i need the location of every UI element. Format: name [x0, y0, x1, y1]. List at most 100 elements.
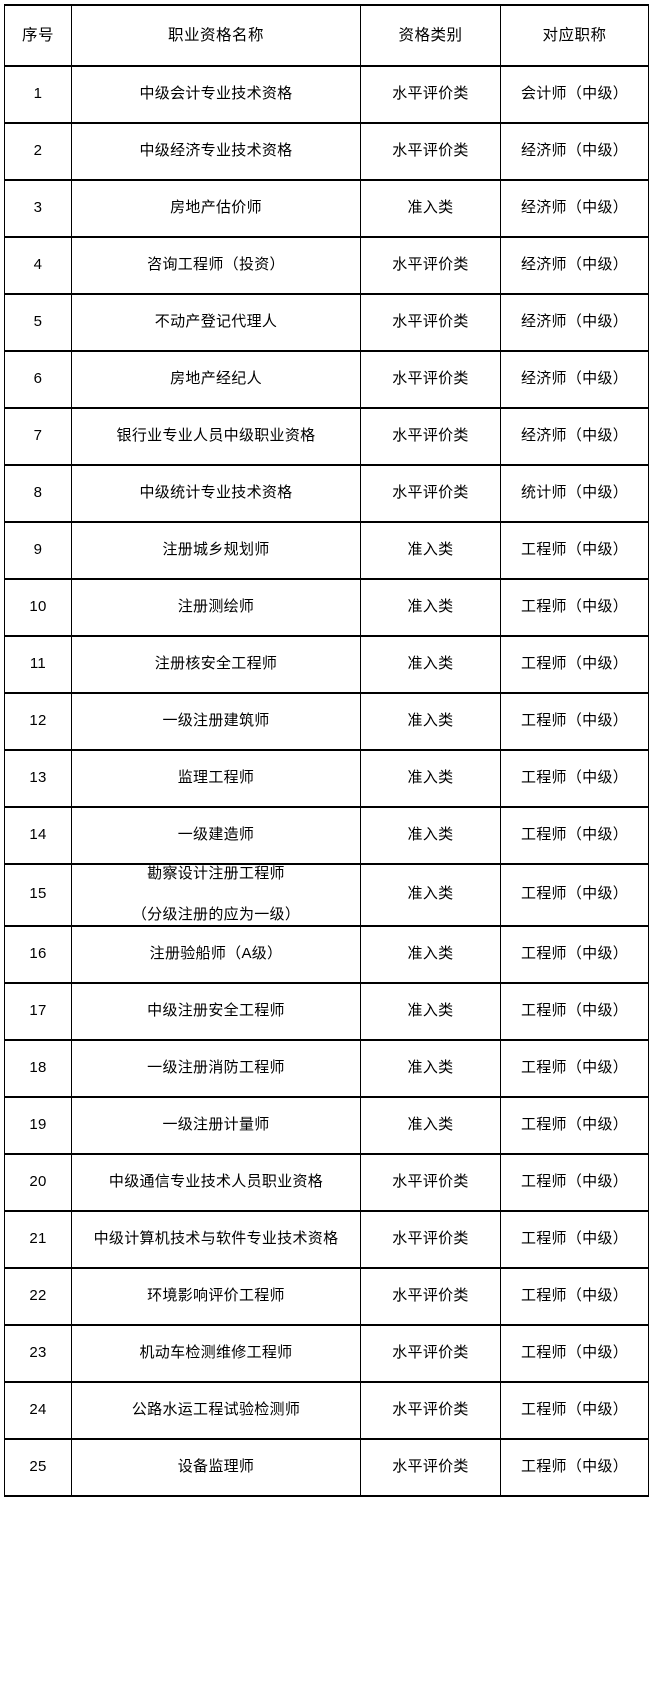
column-header-title: 对应职称 [500, 4, 649, 67]
cell-qualification-category: 准入类 [360, 521, 501, 580]
table-row: 1 中级会计专业技术资格 水平评价类 会计师（中级） [4, 65, 649, 124]
cell-qualification-category: 水平评价类 [360, 1209, 501, 1269]
cell-corresponding-title: 工程师（中级） [500, 521, 649, 580]
table-row: 15 勘察设计注册工程师 （分级注册的应为一级） 准入类 工程师（中级） [4, 863, 649, 927]
qualification-name-line-1: 勘察设计注册工程师 [147, 865, 285, 882]
cell-corresponding-title: 工程师（中级） [500, 1095, 649, 1155]
cell-qualification-name: 一级建造师 [71, 806, 361, 865]
cell-sequence-number: 4 [4, 236, 72, 295]
cell-qualification-name: 注册测绘师 [71, 578, 361, 637]
cell-sequence-number: 6 [4, 350, 72, 409]
cell-qualification-category: 水平评价类 [360, 65, 501, 124]
cell-corresponding-title: 工程师（中级） [500, 1266, 649, 1326]
cell-sequence-number: 17 [4, 981, 72, 1041]
cell-sequence-number: 22 [4, 1266, 72, 1326]
cell-corresponding-title: 工程师（中级） [500, 924, 649, 984]
table-row: 25 设备监理师 水平评价类 工程师（中级） [4, 1437, 649, 1497]
cell-corresponding-title: 工程师（中级） [500, 806, 649, 865]
cell-qualification-name: 中级会计专业技术资格 [71, 65, 361, 124]
cell-corresponding-title: 会计师（中级） [500, 65, 649, 124]
cell-corresponding-title: 经济师（中级） [500, 293, 649, 352]
cell-sequence-number: 5 [4, 293, 72, 352]
cell-sequence-number: 12 [4, 692, 72, 751]
cell-qualification-category: 水平评价类 [360, 1266, 501, 1326]
cell-qualification-category: 准入类 [360, 1038, 501, 1098]
professional-qualification-table: 序号 职业资格名称 资格类别 对应职称 1 中级会计专业技术资格 水平评价类 会计师（… [4, 4, 649, 1497]
cell-corresponding-title: 工程师（中级） [500, 1323, 649, 1383]
table-row: 10 注册测绘师 准入类 工程师（中级） [4, 578, 649, 637]
table-row: 23 机动车检测维修工程师 水平评价类 工程师（中级） [4, 1323, 649, 1383]
table-row: 2 中级经济专业技术资格 水平评价类 经济师（中级） [4, 122, 649, 181]
table-header-row: 序号 职业资格名称 资格类别 对应职称 [4, 4, 649, 67]
cell-qualification-category: 准入类 [360, 749, 501, 808]
cell-sequence-number: 16 [4, 924, 72, 984]
cell-sequence-number: 8 [4, 464, 72, 523]
table-row: 8 中级统计专业技术资格 水平评价类 统计师（中级） [4, 464, 649, 523]
cell-qualification-name: 中级统计专业技术资格 [71, 464, 361, 523]
cell-qualification-name: 中级计算机技术与软件专业技术资格 [71, 1209, 361, 1269]
cell-qualification-name: 中级注册安全工程师 [71, 981, 361, 1041]
cell-qualification-category: 水平评价类 [360, 407, 501, 466]
cell-qualification-category: 水平评价类 [360, 236, 501, 295]
cell-corresponding-title: 经济师（中级） [500, 407, 649, 466]
cell-corresponding-title: 工程师（中级） [500, 635, 649, 694]
cell-corresponding-title: 工程师（中级） [500, 1437, 649, 1497]
cell-corresponding-title: 经济师（中级） [500, 236, 649, 295]
column-header-category: 资格类别 [360, 4, 501, 67]
cell-qualification-name: 中级通信专业技术人员职业资格 [71, 1152, 361, 1212]
cell-qualification-name: 一级注册建筑师 [71, 692, 361, 751]
cell-sequence-number: 11 [4, 635, 72, 694]
table-row: 20 中级通信专业技术人员职业资格 水平评价类 工程师（中级） [4, 1152, 649, 1212]
cell-qualification-category: 准入类 [360, 1095, 501, 1155]
cell-sequence-number: 2 [4, 122, 72, 181]
cell-sequence-number: 20 [4, 1152, 72, 1212]
cell-sequence-number: 10 [4, 578, 72, 637]
cell-qualification-category: 准入类 [360, 179, 501, 238]
table-row: 7 银行业专业人员中级职业资格 水平评价类 经济师（中级） [4, 407, 649, 466]
cell-sequence-number: 7 [4, 407, 72, 466]
table-row: 17 中级注册安全工程师 准入类 工程师（中级） [4, 981, 649, 1041]
cell-corresponding-title: 工程师（中级） [500, 1152, 649, 1212]
cell-qualification-category: 准入类 [360, 578, 501, 637]
cell-corresponding-title: 经济师（中级） [500, 179, 649, 238]
cell-sequence-number: 19 [4, 1095, 72, 1155]
cell-sequence-number: 21 [4, 1209, 72, 1269]
cell-sequence-number: 9 [4, 521, 72, 580]
table-row: 4 咨询工程师（投资） 水平评价类 经济师（中级） [4, 236, 649, 295]
cell-qualification-category: 准入类 [360, 863, 501, 927]
cell-qualification-category: 准入类 [360, 692, 501, 751]
cell-qualification-category: 水平评价类 [360, 1152, 501, 1212]
cell-qualification-category: 准入类 [360, 924, 501, 984]
cell-qualification-name: 一级注册计量师 [71, 1095, 361, 1155]
cell-sequence-number: 14 [4, 806, 72, 865]
table-row: 6 房地产经纪人 水平评价类 经济师（中级） [4, 350, 649, 409]
cell-qualification-category: 准入类 [360, 635, 501, 694]
cell-corresponding-title: 经济师（中级） [500, 350, 649, 409]
cell-qualification-category: 水平评价类 [360, 1437, 501, 1497]
cell-qualification-name: 房地产经纪人 [71, 350, 361, 409]
table-row: 19 一级注册计量师 准入类 工程师（中级） [4, 1095, 649, 1155]
table-row: 16 注册验船师（A级） 准入类 工程师（中级） [4, 924, 649, 984]
cell-qualification-name: 监理工程师 [71, 749, 361, 808]
cell-corresponding-title: 经济师（中级） [500, 122, 649, 181]
table-body: 1 中级会计专业技术资格 水平评价类 会计师（中级） 2 中级经济专业技术资格 水平评价类经… [4, 65, 649, 1497]
column-header-seq: 序号 [4, 4, 72, 67]
cell-qualification-name: 咨询工程师（投资） [71, 236, 361, 295]
cell-qualification-name: 设备监理师 [71, 1437, 361, 1497]
cell-qualification-category: 水平评价类 [360, 464, 501, 523]
cell-qualification-name: 注册城乡规划师 [71, 521, 361, 580]
cell-qualification-name: 注册核安全工程师 [71, 635, 361, 694]
cell-corresponding-title: 工程师（中级） [500, 981, 649, 1041]
cell-qualification-category: 水平评价类 [360, 350, 501, 409]
cell-sequence-number: 13 [4, 749, 72, 808]
table-row: 12 一级注册建筑师 准入类 工程师（中级） [4, 692, 649, 751]
cell-corresponding-title: 统计师（中级） [500, 464, 649, 523]
table-row: 21 中级计算机技术与软件专业技术资格 水平评价类 工程师（中级） [4, 1209, 649, 1269]
cell-qualification-name: 银行业专业人员中级职业资格 [71, 407, 361, 466]
cell-qualification-name: 注册验船师（A级） [71, 924, 361, 984]
cell-corresponding-title: 工程师（中级） [500, 1380, 649, 1440]
cell-sequence-number: 25 [4, 1437, 72, 1497]
table-row: 14 一级建造师 准入类 工程师（中级） [4, 806, 649, 865]
cell-corresponding-title: 工程师（中级） [500, 692, 649, 751]
